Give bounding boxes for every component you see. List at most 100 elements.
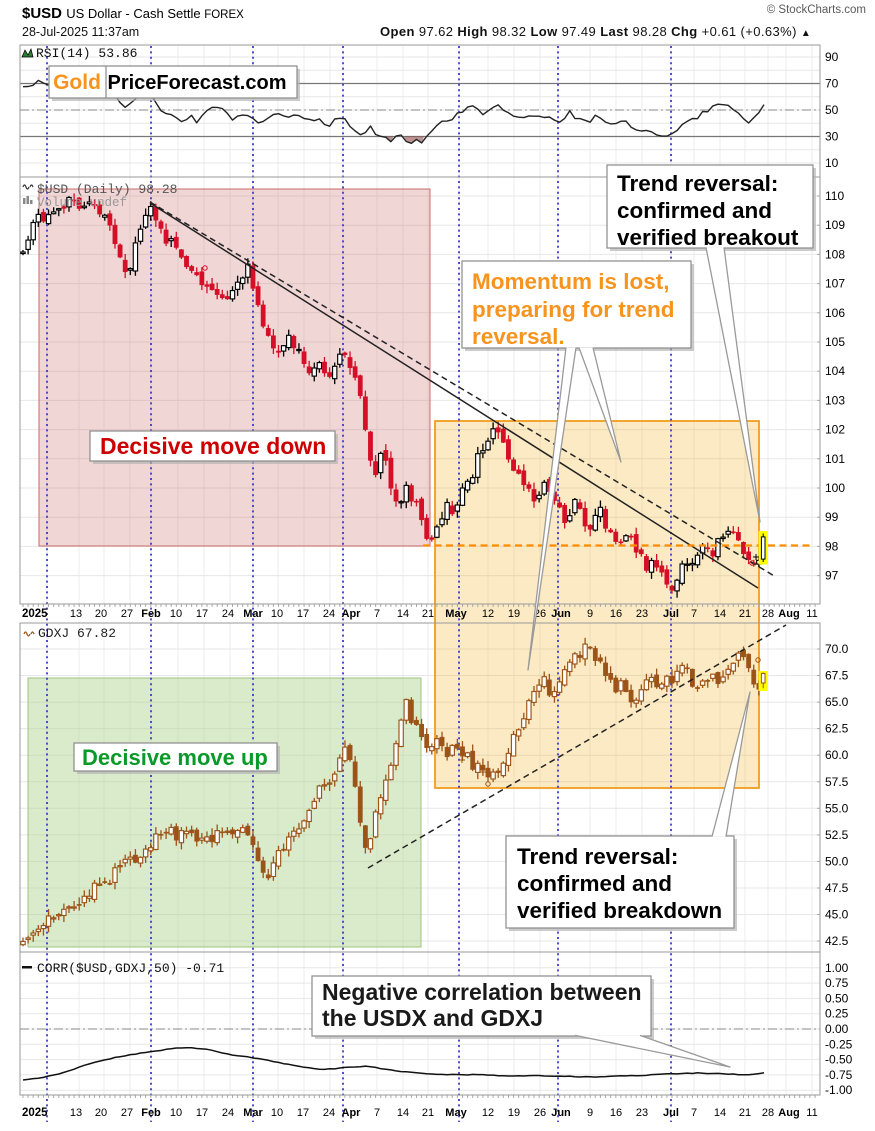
svg-text:1.00: 1.00 bbox=[825, 961, 849, 975]
svg-text:9: 9 bbox=[587, 1107, 593, 1119]
svg-text:17: 17 bbox=[196, 1107, 208, 1119]
svg-text:28: 28 bbox=[762, 608, 774, 620]
svg-text:14: 14 bbox=[714, 608, 726, 620]
svg-text:Open 97.62 High 98.32 Low 97: Open 97.62 High 98.32 Low 97.49 Last 98.… bbox=[380, 24, 811, 39]
svg-text:16: 16 bbox=[610, 1107, 622, 1119]
svg-text:16: 16 bbox=[610, 608, 622, 620]
svg-text:reversal.: reversal. bbox=[472, 324, 565, 349]
svg-text:$USD (Daily) 98.28: $USD (Daily) 98.28 bbox=[37, 182, 177, 197]
svg-text:13: 13 bbox=[70, 608, 82, 620]
svg-text:17: 17 bbox=[297, 608, 309, 620]
svg-text:Momentum is lost,: Momentum is lost, bbox=[472, 269, 670, 294]
svg-text:Feb: Feb bbox=[141, 608, 161, 620]
svg-text:13: 13 bbox=[70, 1107, 82, 1119]
svg-text:Volume undef: Volume undef bbox=[37, 196, 127, 210]
svg-text:Apr: Apr bbox=[342, 608, 362, 620]
svg-text:101: 101 bbox=[825, 452, 845, 466]
svg-text:Aug: Aug bbox=[778, 608, 799, 620]
svg-text:Negative correlation between: Negative correlation between bbox=[322, 979, 642, 1005]
svg-text:65.0: 65.0 bbox=[825, 695, 849, 709]
svg-text:10: 10 bbox=[271, 1107, 283, 1119]
svg-text:14: 14 bbox=[397, 1107, 409, 1119]
svg-text:70.0: 70.0 bbox=[825, 642, 849, 656]
svg-text:Apr: Apr bbox=[342, 1107, 362, 1119]
svg-text:100: 100 bbox=[825, 481, 845, 495]
svg-text:Decisive move down: Decisive move down bbox=[100, 433, 326, 459]
svg-text:17: 17 bbox=[297, 1107, 309, 1119]
svg-text:7: 7 bbox=[374, 608, 380, 620]
svg-text:50.0: 50.0 bbox=[825, 854, 849, 868]
svg-text:27: 27 bbox=[121, 608, 133, 620]
svg-text:103: 103 bbox=[825, 393, 845, 407]
svg-text:12: 12 bbox=[482, 608, 494, 620]
svg-text:PriceForecast.com: PriceForecast.com bbox=[108, 72, 287, 94]
svg-text:47.5: 47.5 bbox=[825, 881, 849, 895]
svg-text:10: 10 bbox=[170, 1107, 182, 1119]
svg-text:10: 10 bbox=[170, 608, 182, 620]
svg-text:26: 26 bbox=[534, 1107, 546, 1119]
svg-text:19: 19 bbox=[508, 1107, 520, 1119]
svg-text:CORR($USD,GDXJ,50) -0.71: CORR($USD,GDXJ,50) -0.71 bbox=[37, 961, 224, 976]
svg-text:$USD US Dollar - Cash Settle F: $USD US Dollar - Cash Settle FOREX bbox=[22, 5, 244, 22]
svg-text:11: 11 bbox=[806, 608, 817, 620]
svg-text:98: 98 bbox=[825, 539, 839, 553]
svg-text:RSI(14) 53.86: RSI(14) 53.86 bbox=[36, 46, 137, 61]
svg-text:GDXJ 67.82: GDXJ 67.82 bbox=[38, 626, 116, 641]
svg-text:Jul: Jul bbox=[663, 1107, 679, 1119]
svg-text:109: 109 bbox=[825, 218, 845, 232]
svg-text:Jul: Jul bbox=[663, 608, 679, 620]
svg-text:57.5: 57.5 bbox=[825, 775, 849, 789]
svg-text:104: 104 bbox=[825, 364, 845, 378]
svg-text:21: 21 bbox=[422, 1107, 434, 1119]
svg-text:17: 17 bbox=[196, 608, 208, 620]
svg-text:52.5: 52.5 bbox=[825, 828, 849, 842]
svg-text:23: 23 bbox=[636, 608, 648, 620]
svg-text:Mar: Mar bbox=[243, 608, 263, 620]
svg-text:14: 14 bbox=[397, 608, 409, 620]
svg-text:24: 24 bbox=[323, 608, 335, 620]
svg-text:19: 19 bbox=[508, 608, 520, 620]
svg-text:110: 110 bbox=[825, 189, 844, 203]
svg-text:24: 24 bbox=[323, 1107, 335, 1119]
svg-text:verified breakdown: verified breakdown bbox=[517, 898, 722, 923]
svg-text:Feb: Feb bbox=[141, 1107, 161, 1119]
svg-text:23: 23 bbox=[636, 1107, 648, 1119]
svg-text:50: 50 bbox=[825, 103, 839, 117]
svg-text:7: 7 bbox=[691, 1107, 697, 1119]
svg-text:7: 7 bbox=[691, 608, 697, 620]
svg-text:verified breakout: verified breakout bbox=[617, 225, 799, 250]
svg-text:62.5: 62.5 bbox=[825, 722, 849, 736]
svg-text:Jun: Jun bbox=[551, 608, 571, 620]
svg-text:21: 21 bbox=[739, 1107, 751, 1119]
svg-text:45.0: 45.0 bbox=[825, 908, 849, 922]
svg-text:2025: 2025 bbox=[22, 1107, 48, 1119]
svg-text:28: 28 bbox=[762, 1107, 774, 1119]
svg-text:10: 10 bbox=[825, 156, 839, 170]
svg-text:105: 105 bbox=[825, 335, 845, 349]
svg-text:60.0: 60.0 bbox=[825, 748, 849, 762]
svg-text:9: 9 bbox=[587, 608, 593, 620]
svg-text:28-Jul-2025 11:37am: 28-Jul-2025 11:37am bbox=[22, 25, 139, 39]
svg-text:-0.25: -0.25 bbox=[825, 1037, 853, 1051]
svg-text:21: 21 bbox=[739, 608, 751, 620]
svg-text:27: 27 bbox=[121, 1107, 133, 1119]
svg-text:-0.75: -0.75 bbox=[825, 1068, 853, 1082]
svg-text:108: 108 bbox=[825, 247, 845, 261]
svg-text:© StockCharts.com: © StockCharts.com bbox=[767, 4, 866, 16]
svg-text:May: May bbox=[445, 1107, 467, 1119]
svg-text:7: 7 bbox=[374, 1107, 380, 1119]
svg-text:21: 21 bbox=[422, 608, 434, 620]
svg-text:-1.00: -1.00 bbox=[825, 1083, 853, 1097]
svg-text:20: 20 bbox=[95, 608, 107, 620]
svg-text:0.00: 0.00 bbox=[825, 1022, 849, 1036]
svg-text:May: May bbox=[445, 608, 467, 620]
svg-text:Aug: Aug bbox=[778, 1107, 799, 1119]
svg-text:2025: 2025 bbox=[22, 608, 48, 620]
svg-text:Trend reversal:: Trend reversal: bbox=[517, 844, 678, 869]
svg-text:0.75: 0.75 bbox=[825, 976, 849, 990]
svg-text:Jun: Jun bbox=[551, 1107, 571, 1119]
svg-text:70: 70 bbox=[825, 77, 839, 91]
svg-text:confirmed and: confirmed and bbox=[517, 871, 672, 896]
svg-text:Trend reversal:: Trend reversal: bbox=[617, 171, 778, 196]
svg-text:Decisive move up: Decisive move up bbox=[82, 745, 268, 770]
